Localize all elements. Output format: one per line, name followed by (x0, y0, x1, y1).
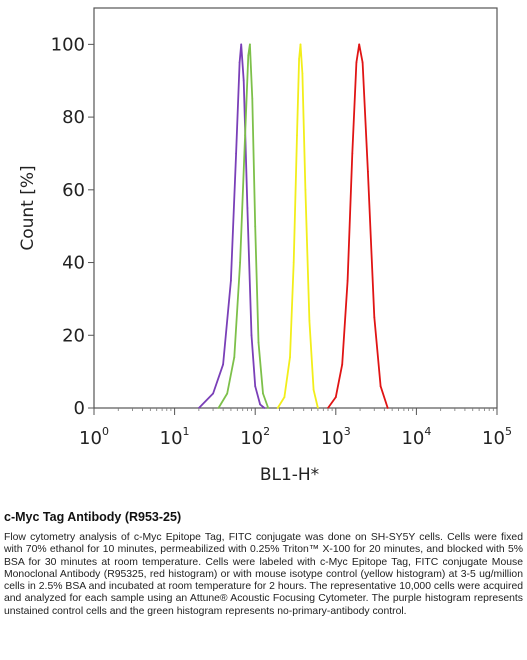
histogram-point (301, 72, 304, 75)
histogram-line (327, 43, 389, 409)
x-axis-title: BL1-H* (260, 465, 319, 485)
x-tick-label: 101 (160, 425, 190, 449)
histogram-point (257, 341, 260, 344)
x-axis-ticks: 100 101 102 103 104 105 (79, 408, 512, 449)
histogram-point (212, 392, 215, 395)
histogram-point (367, 170, 369, 173)
histogram-series (276, 43, 319, 409)
y-tick-label: 20 (62, 325, 85, 346)
histogram-point (251, 98, 254, 100)
histogram-point (358, 43, 361, 46)
x-tick-label: 104 (401, 425, 431, 449)
histogram-series-group (198, 43, 389, 409)
histogram-point (289, 356, 291, 358)
histogram-point (292, 261, 295, 264)
histogram-point (235, 152, 238, 155)
histogram-point (244, 134, 247, 137)
histogram-point (299, 43, 302, 46)
histogram-point (259, 403, 261, 406)
histogram-point (238, 61, 241, 64)
histogram-point (386, 407, 389, 409)
histogram-point (242, 79, 245, 82)
histogram-line (276, 43, 319, 409)
y-tick-label: 100 (51, 34, 85, 55)
figure-caption: c-Myc Tag Antibody (R953-25) Flow cytome… (4, 510, 523, 618)
chart-frame (93, 7, 498, 409)
histogram-point (373, 316, 376, 318)
caption-title: c-Myc Tag Antibody (R953-25) (4, 510, 182, 524)
y-tick-label: 80 (62, 107, 85, 128)
plot-border (93, 7, 498, 409)
histogram-series (198, 43, 266, 409)
caption-body: Flow cytometry analysis of c-Myc Epitope… (4, 532, 523, 617)
histogram-point (254, 225, 257, 228)
histogram-point (341, 363, 344, 366)
histogram-point (361, 61, 364, 64)
histogram-point (250, 334, 253, 337)
histogram-point (276, 407, 279, 409)
x-tick-label: 105 (482, 425, 512, 449)
y-tick-label: 40 (62, 253, 85, 274)
histogram-point (263, 407, 266, 409)
y-axis-ticks: 0 20 40 60 80 100 (51, 34, 94, 419)
histogram-point (312, 388, 315, 391)
histogram-point (298, 58, 300, 60)
histogram-point (351, 152, 354, 155)
histogram-point (308, 319, 311, 322)
histogram-series (217, 43, 270, 409)
histogram-point (222, 363, 225, 366)
histogram-point (296, 134, 298, 137)
histogram-point (246, 207, 249, 209)
histogram-chart: 100 101 102 103 104 105 0 20 40 60 80 100 Count [%… (18, 7, 512, 485)
histogram-point (355, 61, 358, 64)
histogram-point (217, 407, 220, 409)
histogram-point (247, 54, 250, 57)
y-tick-label: 0 (74, 398, 85, 419)
histogram-point (254, 385, 257, 388)
histogram-point (346, 279, 349, 282)
histogram-point (239, 261, 242, 264)
histogram-series (327, 43, 389, 409)
histogram-point (334, 396, 337, 398)
histogram-line (217, 43, 270, 409)
x-tick-label: 102 (240, 425, 270, 449)
histogram-point (240, 43, 243, 46)
histogram-point (249, 43, 251, 46)
histogram-point (262, 392, 264, 395)
histogram-point (304, 188, 307, 191)
histogram-point (230, 279, 232, 282)
histogram-point (233, 356, 236, 358)
y-axis-title: Count [%] (18, 165, 38, 250)
histogram-point (267, 407, 270, 409)
histogram-point (283, 396, 286, 398)
y-tick-label: 60 (62, 180, 85, 201)
histogram-point (379, 385, 382, 388)
x-tick-label: 100 (79, 425, 109, 449)
x-tick-label: 103 (321, 425, 351, 449)
histogram-point (226, 392, 229, 395)
